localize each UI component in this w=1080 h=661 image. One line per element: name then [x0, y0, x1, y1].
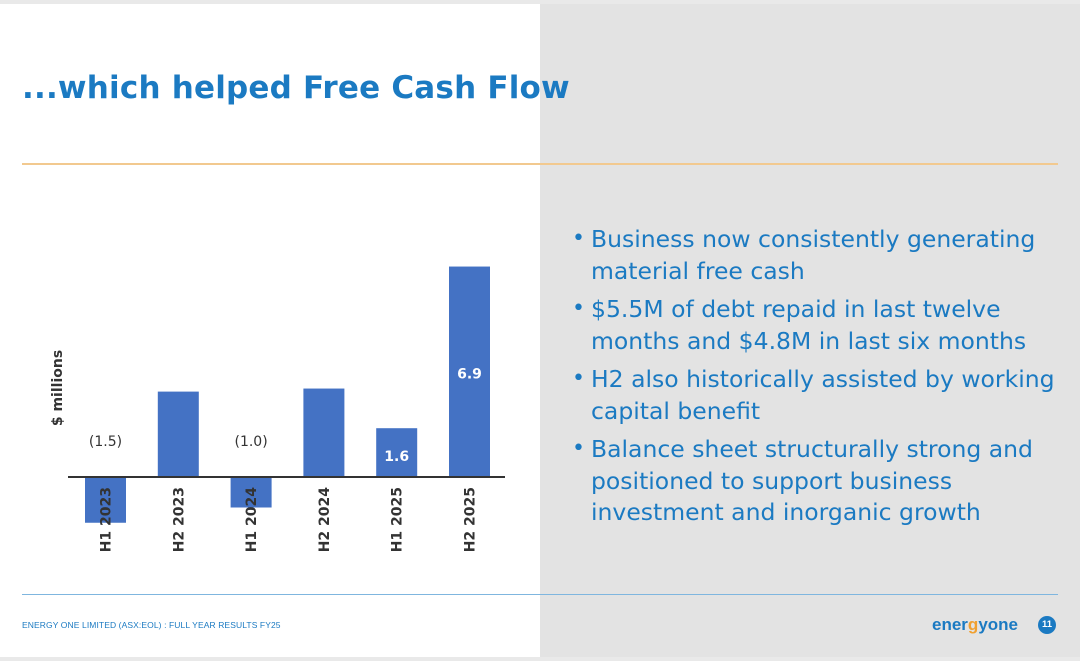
free-cash-flow-chart: $ millions (1.5) H1 2023 2.8H2 2023 (1.0) H1 … [50, 266, 505, 553]
bar-h1-2024 [230, 477, 272, 508]
bullet-text: Balance sheet structurally strong and po… [591, 435, 1033, 526]
data-label: (1.0) [234, 434, 267, 450]
bullet-item: • Business now consistently generating m… [572, 224, 1072, 287]
bullet-text: Business now consistently generating mat… [591, 225, 1036, 285]
bottom-border [0, 657, 1080, 661]
x-tick-label: H1 2025 [390, 487, 406, 552]
x-tick-label: H1 2023 [99, 487, 115, 552]
bullet-list: • Business now consistently generating m… [572, 224, 1072, 536]
bullet-text: $5.5M of debt repaid in last twelve mont… [591, 295, 1027, 355]
data-label: 2.8 [166, 492, 191, 508]
x-tick-label: H2 2025 [463, 487, 479, 552]
energy-one-logo: energyone [932, 615, 1018, 635]
top-border [0, 0, 1080, 4]
data-label: 2.9 [311, 489, 336, 505]
right-panel [540, 4, 1080, 657]
footer-divider [22, 594, 1058, 595]
x-tick-label: H2 2023 [171, 487, 187, 552]
bullet-item: • $5.5M of debt repaid in last twelve mo… [572, 294, 1072, 357]
bullet-dot-icon: • [572, 366, 585, 391]
bar-h2-2024 [303, 388, 345, 477]
y-axis-label: $ millions [50, 350, 66, 426]
bullet-dot-icon: • [572, 436, 585, 461]
page-number-badge: 11 [1038, 616, 1056, 634]
x-tick-label: H1 2024 [244, 487, 260, 553]
bar-h1-2023 [85, 477, 126, 523]
bar-h1-2025 [376, 428, 418, 477]
logo-text-end: yone [978, 615, 1018, 634]
bar-h2-2023 [157, 391, 199, 477]
bar-h2-2025 [449, 266, 490, 477]
logo-text-accent: g [967, 615, 979, 634]
x-tick-label: H2 2024 [317, 487, 333, 553]
bullet-text: H2 also historically assisted by working… [591, 365, 1055, 425]
bullet-item: • H2 also historically assisted by worki… [572, 364, 1072, 427]
bullet-dot-icon: • [572, 226, 585, 251]
bullet-item: • Balance sheet structurally strong and … [572, 434, 1072, 529]
logo-text-start: ener [932, 615, 968, 634]
title-divider [22, 163, 1058, 165]
bullet-dot-icon: • [572, 296, 585, 321]
data-label: 6.9 [457, 367, 482, 383]
data-label: 1.6 [384, 449, 409, 465]
slide-title: ...which helped Free Cash Flow [22, 70, 570, 106]
footer-text: ENERGY ONE LIMITED (ASX:EOL) : FULL YEAR… [22, 620, 281, 630]
data-label: (1.5) [89, 434, 122, 450]
